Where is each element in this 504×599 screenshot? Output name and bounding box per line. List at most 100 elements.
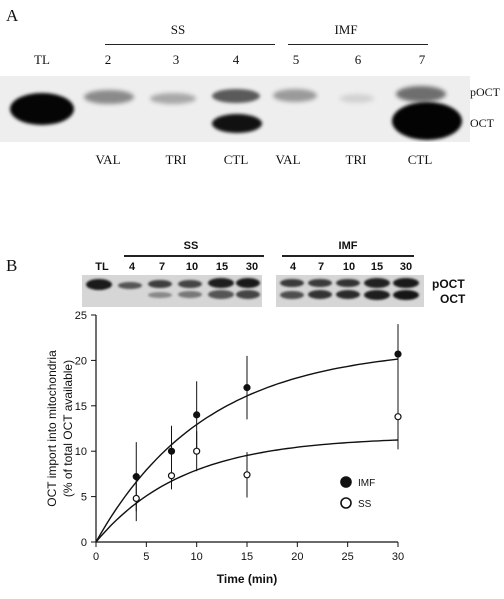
gel-b-band-imf-4-poct <box>280 279 304 287</box>
data-point-imf <box>167 447 176 455</box>
gel-b-band-imf-15-poct <box>364 278 390 288</box>
x-tick-label: 20 <box>291 551 303 563</box>
y-tick-label: 20 <box>75 355 87 367</box>
gel-b-band-imf-30-poct <box>393 278 419 288</box>
band-label-oct-b: OCT <box>440 292 466 306</box>
data-point-imf <box>394 350 402 358</box>
chart-axes: 0 5 10 15 20 25 30 0 5 10 15 20 25 <box>75 310 404 563</box>
band-lane3-poct <box>150 93 196 104</box>
gel-b-band-tl <box>86 279 112 290</box>
gel-b-band-imf-10-oct <box>336 290 360 299</box>
band-lane2-poct <box>84 90 134 104</box>
group-line-imf-b <box>282 255 414 257</box>
data-point-ss <box>243 471 251 479</box>
gel-b-band-imf-10-poct <box>336 279 360 287</box>
data-point-ss <box>132 494 140 503</box>
y-axis-label-line1: OCT import into mitochondria <box>45 350 59 507</box>
treatment-ss-val: VAL <box>95 152 121 167</box>
band-lane5-poct <box>273 89 317 102</box>
panel-a-letter: A <box>6 6 19 25</box>
data-point-imf <box>243 384 251 392</box>
gel-b-band-imf-4-oct <box>280 291 304 299</box>
y-axis-label-line2: (% of total OCT available) <box>61 360 75 497</box>
gel-b-lane-imf-15: 15 <box>370 261 384 273</box>
y-tick-label: 25 <box>75 310 87 322</box>
lane-label-3: 3 <box>172 52 180 67</box>
lane-label-tl: TL <box>34 52 50 67</box>
panel-b-letter: B <box>6 256 18 275</box>
band-lane7-poct <box>396 86 446 102</box>
group-label-ss: SS <box>170 22 186 37</box>
y-tick-label: 0 <box>81 537 87 549</box>
gel-b-band-ss-15-poct <box>208 278 234 288</box>
gel-b-lane-imf-4: 4 <box>289 261 297 273</box>
band-tl <box>10 93 74 125</box>
y-tick-label: 15 <box>75 401 87 413</box>
gel-b-band-ss-10-oct <box>178 291 202 298</box>
group-line-ss <box>105 44 275 45</box>
group-label-imf-b: IMF <box>338 240 358 252</box>
gel-b-lane-tl: TL <box>95 261 109 273</box>
gel-b-lane-imf-30: 30 <box>399 261 413 273</box>
gel-b-lane-ss-30: 30 <box>245 261 259 273</box>
lane-label-5: 5 <box>292 52 300 67</box>
gel-b-band-ss-30-poct <box>236 278 260 288</box>
group-label-ss-b: SS <box>183 240 199 252</box>
x-axis-label: Time (min) <box>217 572 277 586</box>
legend-marker-ss <box>340 497 352 509</box>
band-label-poct-b: pOCT <box>432 277 465 291</box>
data-point-imf <box>193 411 201 419</box>
gel-b-band-ss-7-oct <box>148 292 172 298</box>
band-label-oct-a: OCT <box>470 116 494 130</box>
gel-b-lane-ss-4: 4 <box>128 261 136 273</box>
gel-b-band-ss-15-oct <box>208 290 234 299</box>
gel-b-band-imf-15-oct <box>364 290 390 300</box>
y-tick-label: 5 <box>81 492 87 504</box>
gel-image-a <box>0 76 470 142</box>
treatment-ss-tri: TRI <box>165 152 187 167</box>
group-line-imf <box>288 44 428 45</box>
chart-legend: IMF SS <box>340 476 375 510</box>
chart-data-marks <box>132 324 402 522</box>
lane-label-7: 7 <box>418 52 426 67</box>
data-point-ss <box>167 472 176 480</box>
gel-b-band-ss-4-poct <box>118 282 142 289</box>
legend-marker-imf <box>340 476 352 488</box>
x-tick-label: 15 <box>241 551 253 563</box>
band-lane4-oct <box>212 114 262 133</box>
gel-b-band-imf-7-poct <box>308 279 332 287</box>
treatment-ss-ctl: CTL <box>223 152 249 167</box>
lane-label-2: 2 <box>104 52 112 67</box>
gel-b-lane-ss-10: 10 <box>185 261 199 273</box>
gel-image-b-imf <box>276 275 424 307</box>
treatment-imf-ctl: CTL <box>407 152 433 167</box>
lane-label-6: 6 <box>354 52 362 67</box>
x-tick-label: 5 <box>143 551 149 563</box>
x-tick-label: 0 <box>93 551 99 563</box>
y-tick-label: 10 <box>75 446 87 458</box>
group-line-ss-b <box>124 255 264 257</box>
gel-image-b-ss <box>82 275 262 307</box>
gel-b-lane-imf-7: 7 <box>317 261 325 273</box>
lane-label-4: 4 <box>232 52 240 67</box>
treatment-imf-val: VAL <box>275 152 301 167</box>
x-tick-label: 30 <box>392 551 404 563</box>
band-lane4-poct <box>212 89 260 103</box>
data-point-ss <box>394 413 402 421</box>
gel-b-band-ss-30-oct <box>236 290 260 299</box>
gel-b-band-ss-7-poct <box>148 280 172 288</box>
data-point-ss <box>193 447 201 455</box>
gel-b-lane-ss-15: 15 <box>215 261 229 273</box>
legend-label-imf: IMF <box>358 478 375 489</box>
band-lane6-poct <box>340 94 374 103</box>
x-tick-label: 10 <box>191 551 203 563</box>
band-lane7-oct <box>392 102 462 140</box>
treatment-imf-tri: TRI <box>345 152 367 167</box>
x-tick-label: 25 <box>342 551 354 563</box>
legend-label-ss: SS <box>358 499 372 510</box>
gel-b-lane-imf-10: 10 <box>342 261 356 273</box>
gel-b-band-ss-10-poct <box>178 280 202 288</box>
gel-b-lane-ss-7: 7 <box>158 261 166 273</box>
band-label-poct-a: pOCT <box>470 85 500 99</box>
